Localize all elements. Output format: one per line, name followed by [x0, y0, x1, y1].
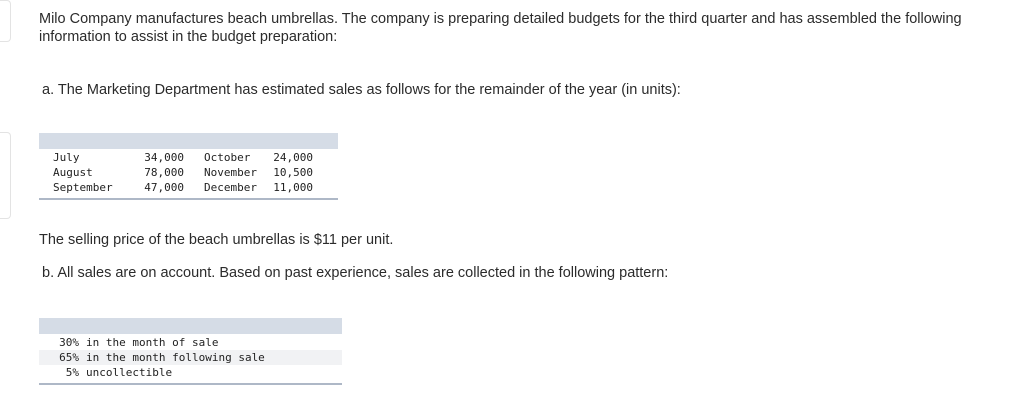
collection-description: in the month following sale	[86, 351, 265, 364]
collection-percent: 5%	[65, 366, 79, 379]
selling-price-text: The selling price of the beach umbrellas…	[39, 232, 394, 248]
part-a-text: a. The Marketing Department has estimate…	[42, 82, 681, 98]
table-row: September 47,000 December 11,000	[39, 180, 313, 195]
collection-description: in the month of sale	[86, 336, 219, 349]
part-b-text: b. All sales are on account. Based on pa…	[42, 265, 669, 281]
list-item: 65% in the month following sale	[39, 350, 342, 365]
table-row: July 34,000 October 24,000	[39, 150, 313, 165]
units-cell: 34,000	[144, 151, 184, 164]
month-cell: September	[53, 181, 113, 194]
collection-description: uncollectible	[86, 366, 173, 379]
month-cell: December	[204, 181, 257, 194]
sales-table-header-bar	[39, 133, 338, 149]
units-cell: 78,000	[144, 166, 184, 179]
month-cell: August	[53, 166, 93, 179]
units-cell: 10,500	[273, 166, 313, 179]
sales-table-footer-rule	[39, 198, 338, 200]
units-cell: 11,000	[273, 181, 313, 194]
month-cell: October	[204, 151, 251, 164]
table-row: August 78,000 November 10,500	[39, 165, 313, 180]
left-edge-widget-top	[0, 0, 11, 42]
units-cell: 24,000	[273, 151, 313, 164]
units-cell: 47,000	[144, 181, 184, 194]
month-cell: November	[204, 166, 257, 179]
list-item: 30% in the month of sale	[39, 335, 342, 350]
collection-pattern-box: 30% in the month of sale 65% in the month …	[39, 318, 342, 385]
month-cell: July	[53, 151, 80, 164]
intro-paragraph: Milo Company manufactures beach umbrella…	[39, 11, 962, 45]
collection-footer-rule	[39, 383, 342, 385]
sales-table-body: July 34,000 October 24,000 August 78,000…	[39, 150, 313, 195]
list-item: 5% uncollectible	[39, 365, 342, 380]
collection-percent: 65%	[59, 351, 79, 364]
collection-percent: 30%	[59, 336, 79, 349]
collection-header-bar	[39, 318, 342, 334]
collection-pattern-list: 30% in the month of sale 65% in the month …	[39, 335, 342, 380]
sales-estimate-table: July 34,000 October 24,000 August 78,000…	[39, 133, 338, 200]
left-edge-widget-middle	[0, 132, 11, 219]
